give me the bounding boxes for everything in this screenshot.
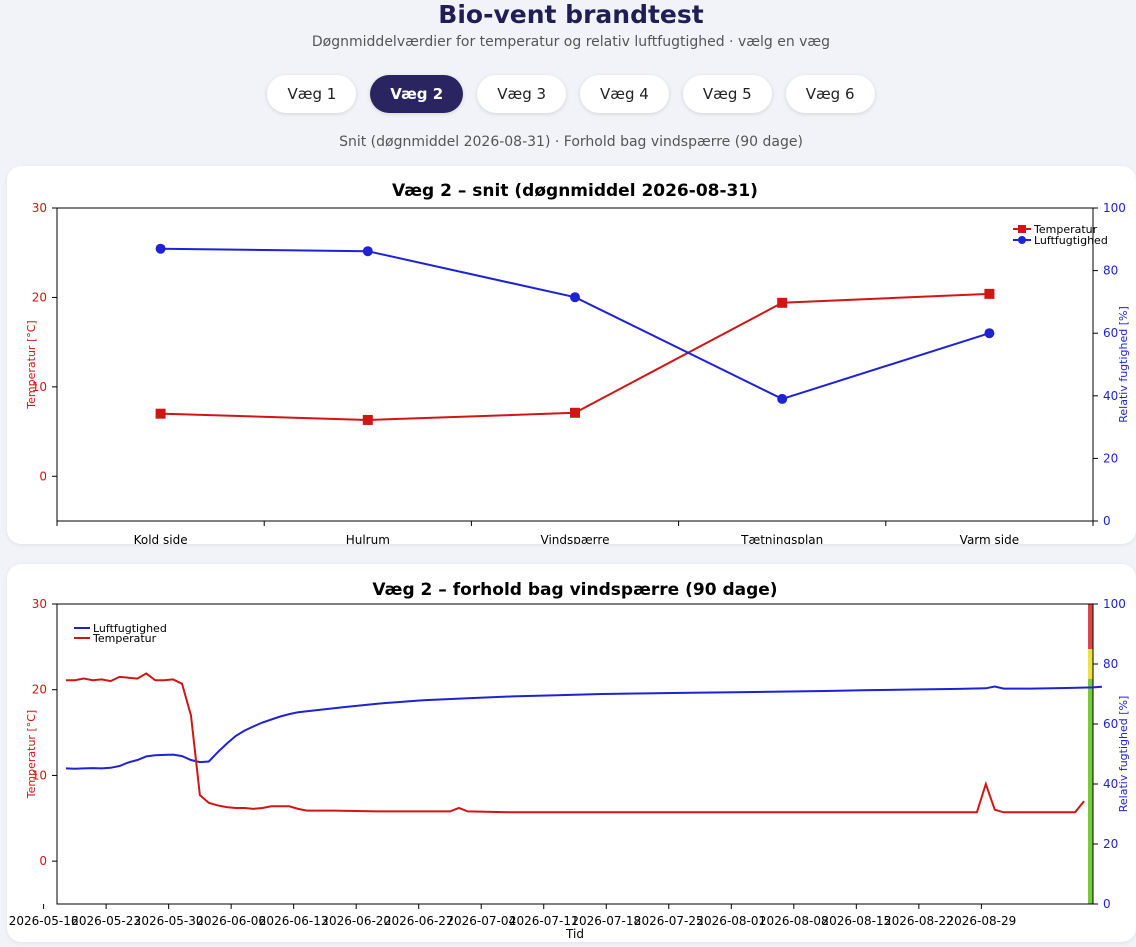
section-xtick-label: Tætningsplan <box>740 533 823 544</box>
timeseries-ytick-left-label: 10 <box>32 768 47 782</box>
wall-tabs: Væg 1 Væg 2 Væg 3 Væg 4 Væg 5 Væg 6 <box>0 75 1136 113</box>
humidity-marker <box>155 243 166 254</box>
tab-vaeg-4[interactable]: Væg 4 <box>580 75 669 113</box>
section-xtick-label: Kold side <box>134 533 188 544</box>
humidity-risk-band <box>1088 604 1093 649</box>
timeseries-ylabel-left: Temperatur [°C] <box>25 710 38 799</box>
timeseries-ylabel-right: Relativ fugtighed [%] <box>1117 696 1130 813</box>
section-ytick-left-label: 0 <box>39 469 47 483</box>
humidity-risk-band <box>1088 649 1093 679</box>
timeseries-xtick-label: 2026-07-25 <box>634 914 704 928</box>
humidity-risk-band <box>1088 679 1093 904</box>
section-ytick-right-label: 40 <box>1103 389 1118 403</box>
section-ylabel-right: Relativ fugtighed [%] <box>1117 306 1130 423</box>
timeseries-xtick-label: 2026-07-04 <box>446 914 516 928</box>
timeseries-ytick-right-label: 80 <box>1103 657 1118 671</box>
tab-vaeg-3[interactable]: Væg 3 <box>477 75 567 113</box>
section-ytick-right-label: 80 <box>1103 264 1118 278</box>
legend-marker-circle <box>1018 236 1026 244</box>
timeseries-ytick-right-label: 0 <box>1103 897 1111 911</box>
timeseries-ytick-right-label: 100 <box>1103 597 1126 611</box>
tab-vaeg-2[interactable]: Væg 2 <box>370 75 464 113</box>
section-ylabel-left: Temperatur [°C] <box>25 320 38 409</box>
timeseries-plot-frame <box>56 603 1094 905</box>
timeseries-ytick-left-label: 0 <box>39 854 47 868</box>
timeseries-xtick-label: 2026-08-15 <box>821 914 891 928</box>
timeseries-title: Væg 2 – forhold bag vindspærre (90 dage) <box>372 580 777 600</box>
timeseries-xtick-label: 2026-07-18 <box>571 914 641 928</box>
tab-vaeg-5[interactable]: Væg 5 <box>682 75 772 113</box>
section-chart: Væg 2 – snit (døgnmiddel 2026-08-31) 0 10 2… <box>25 181 1130 544</box>
tab-vaeg-1[interactable]: Væg 1 <box>267 75 357 113</box>
tab-vaeg-6[interactable]: Væg 6 <box>785 75 875 113</box>
series-line-luftfugtighed <box>160 247 990 401</box>
timeseries-ytick-right-label: 40 <box>1103 777 1118 791</box>
humidity-marker <box>570 292 580 303</box>
section-ytick-right-label: 60 <box>1103 326 1118 340</box>
section-title: Væg 2 – snit (døgnmiddel 2026-08-31) <box>392 181 758 201</box>
timeseries-xtick-label: 2026-08-29 <box>946 914 1016 928</box>
timeseries-xtick-label: 2026-05-23 <box>71 914 141 928</box>
temperature-marker <box>155 408 166 419</box>
humidity-marker <box>777 393 788 404</box>
timeseries-xtick-label: 2026-05-30 <box>134 914 204 928</box>
timeseries-xtick-label: 2026-06-27 <box>384 914 454 928</box>
temperature-marker <box>570 407 580 418</box>
timeseries-xtick-label: 2026-06-13 <box>259 914 329 928</box>
section-ytick-left-label: 30 <box>32 201 47 215</box>
timeseries-ytick-right-label: 20 <box>1103 837 1118 851</box>
legend-label-temperatur: Temperatur <box>1033 223 1098 236</box>
section-xtick-label: Varm side <box>960 533 1019 544</box>
humidity-marker <box>984 328 995 339</box>
series-line-luftfugtighed <box>65 685 1102 770</box>
info-line: Snit (døgnmiddel 2026-08-31) · Forhold b… <box>339 134 803 150</box>
timeseries-ytick-right-label: 60 <box>1103 717 1118 731</box>
timeseries-chart: Væg 2 – forhold bag vindspærre (90 dage)… <box>9 580 1130 941</box>
timeseries-xtick-label: 2026-08-01 <box>696 914 766 928</box>
humidity-marker <box>362 246 373 257</box>
timeseries-xtick-label: 2026-06-20 <box>321 914 391 928</box>
series-line-temperatur <box>160 292 990 421</box>
page-subtitle: Døgnmiddelværdier for temperatur og rela… <box>311 34 831 50</box>
timeseries-ytick-left-label: 30 <box>32 597 47 611</box>
section-ytick-left-label: 10 <box>32 380 47 394</box>
timeseries-xlabel: Tid <box>565 927 584 941</box>
section-chart-card: Væg 2 – snit (døgnmiddel 2026-08-31) 0 10 2… <box>7 166 1136 544</box>
temperature-marker <box>777 297 788 308</box>
section-ytick-right-label: 0 <box>1103 514 1111 528</box>
timeseries-chart-card: Væg 2 – forhold bag vindspærre (90 dage)… <box>7 564 1136 942</box>
section-ytick-right-label: 20 <box>1103 451 1118 465</box>
timeseries-xtick-label: 2026-08-08 <box>759 914 829 928</box>
timeseries-xtick-label: 2026-05-16 <box>9 914 79 928</box>
temperature-marker <box>362 414 373 425</box>
legend-label-luftfugtighed: Luftfugtighed <box>1034 234 1108 247</box>
series-line-temperatur <box>65 672 1085 814</box>
section-ytick-right-label: 100 <box>1103 201 1126 215</box>
timeseries-ytick-left-label: 20 <box>32 683 47 697</box>
legend-marker-square <box>1018 225 1026 233</box>
legend-label-luftfugtighed: Luftfugtighed <box>93 622 167 635</box>
timeseries-xtick-label: 2026-08-22 <box>884 914 954 928</box>
section-xtick-label: Hulrum <box>346 533 390 544</box>
timeseries-xtick-label: 2026-06-06 <box>196 914 266 928</box>
section-plot-frame <box>56 207 1094 522</box>
page-title: Bio-vent brandtest <box>438 0 704 29</box>
temperature-marker <box>984 288 995 299</box>
section-xtick-label: Vindspærre <box>541 533 610 544</box>
section-ytick-left-label: 20 <box>32 290 47 304</box>
timeseries-xtick-label: 2026-07-11 <box>509 914 579 928</box>
legend-label-temperatur: Temperatur <box>92 632 157 645</box>
